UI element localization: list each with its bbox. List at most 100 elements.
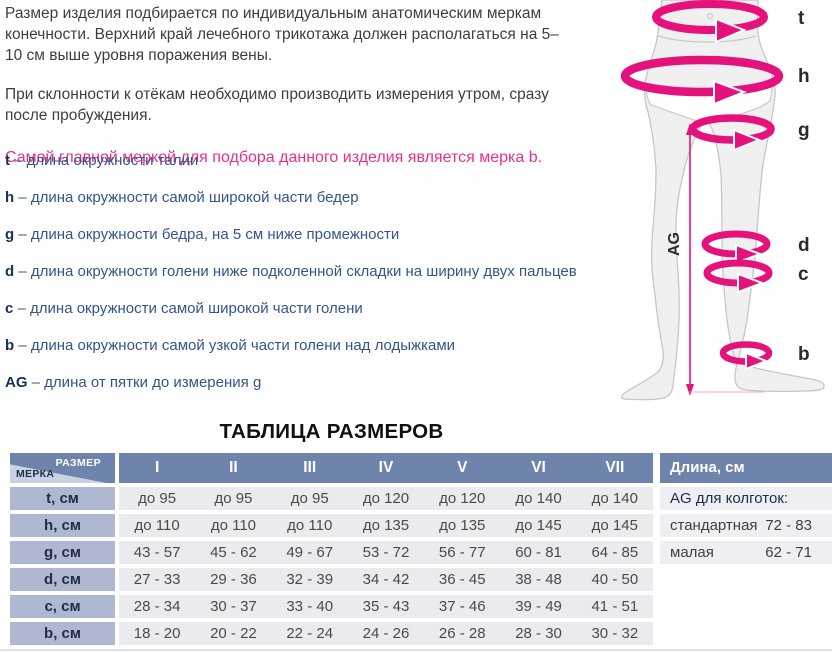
bottom-divider [0, 649, 832, 651]
table-cell: до 120 [362, 490, 410, 507]
diagram-label-d: d [798, 235, 810, 256]
measure-arrow-h [620, 55, 784, 106]
row-label: d, см [10, 568, 115, 591]
table-cell: 26 - 28 [438, 625, 486, 642]
column-header-1: I [154, 459, 160, 476]
measurement-key: t [5, 152, 10, 169]
column-header-3: III [303, 459, 317, 476]
table-row-d: d, см 27 - 33 29 - 36 32 - 39 34 - 42 36… [10, 568, 653, 591]
diagram-label-g: g [798, 120, 810, 141]
measurement-desc: – длина окружности самой широкой части г… [17, 300, 363, 317]
table-cell: 60 - 81 [515, 544, 562, 561]
measurement-desc: – длина окружности талии [14, 152, 199, 169]
diagram-label-b: b [798, 344, 810, 365]
measure-arrow-t [652, 0, 768, 44]
length-panel-subtitle: AG для колготок: [660, 487, 832, 510]
column-header-7: VII [605, 459, 625, 476]
diagram-label-c: c [798, 264, 809, 285]
measurement-item-c: c – длина окружности самой широкой части… [5, 298, 605, 319]
row-label: g, см [10, 541, 115, 564]
ag-arrow-down-icon [686, 384, 694, 396]
column-header-6: VI [531, 459, 546, 476]
table-cell: до 140 [591, 490, 638, 507]
measurement-item-d: d – длина окружности голени ниже подколе… [5, 261, 605, 282]
table-cell: 53 - 72 [362, 544, 410, 561]
table-cell: 37 - 46 [438, 598, 486, 615]
measure-arrow-c [703, 259, 773, 294]
table-cell: до 110 [210, 517, 257, 534]
table-cell: до 145 [591, 517, 638, 534]
table-cell: 29 - 36 [210, 571, 257, 588]
column-header-4: IV [378, 459, 394, 476]
measurement-item-b: b – длина окружности самой узкой части г… [5, 335, 605, 356]
table-row-c: c, см 28 - 34 30 - 37 33 - 40 35 - 43 37… [10, 595, 653, 618]
table-cell: до 135 [439, 517, 486, 534]
measurement-item-ag: AG – длина от пятки до измерения g [5, 372, 605, 393]
table-cell: 64 - 85 [591, 544, 639, 561]
diagram-label-h: h [798, 66, 810, 87]
table-cell: до 140 [515, 490, 562, 507]
row-label: b, см [10, 622, 115, 645]
column-header-5: V [457, 459, 468, 476]
table-cell: 38 - 48 [515, 571, 562, 588]
measurement-key: h [5, 189, 15, 206]
measurement-key: c [5, 300, 14, 317]
table-cell: 39 - 49 [515, 598, 562, 615]
length-label: малая [670, 544, 714, 561]
measure-arrow-d [701, 230, 771, 265]
measurement-desc: – длина окружности голени ниже подколенн… [18, 263, 577, 280]
table-cell: 28 - 34 [133, 598, 181, 615]
table-cell: 33 - 40 [286, 598, 334, 615]
table-cell: 32 - 39 [286, 571, 334, 588]
measurement-desc: – длина от пятки до измерения g [31, 374, 262, 391]
intro-highlight: Самой главной меркой для подбора данного… [5, 149, 543, 166]
table-cell: 30 - 37 [210, 598, 257, 615]
row-label: c, см [10, 595, 115, 618]
row-cells: 27 - 33 29 - 36 32 - 39 34 - 42 36 - 45 … [119, 568, 653, 591]
table-cell: 41 - 51 [591, 598, 639, 615]
row-label: h, см [10, 514, 115, 537]
size-table-header: РАЗМЕР МЕРКА I II III IV V VI VII [10, 453, 653, 483]
measurement-desc: – длина окружности самой широкой части б… [18, 189, 359, 206]
table-row-b: b, см 18 - 20 20 - 22 22 - 24 24 - 26 26… [10, 622, 653, 645]
measurement-key: AG [5, 374, 28, 391]
table-cell: 30 - 32 [591, 625, 639, 642]
table-corner-cell: РАЗМЕР МЕРКА [10, 453, 115, 483]
table-cell: 22 - 24 [286, 625, 334, 642]
column-header-2: II [229, 459, 238, 476]
table-cell: до 110 [287, 517, 333, 534]
measure-arrow-g [689, 114, 775, 152]
measurement-item-t: t – длина окружности талии [5, 150, 605, 171]
table-cell: до 95 [214, 490, 253, 507]
table-cell: 43 - 57 [133, 544, 181, 561]
intro-block: Размер изделия подбирается по индивидуал… [5, 3, 571, 168]
table-cell: 28 - 30 [515, 625, 562, 642]
row-cells: 18 - 20 20 - 22 22 - 24 24 - 26 26 - 28 … [119, 622, 653, 645]
body-measurement-diagram: AG t h g d c b [620, 0, 825, 401]
table-cell: 56 - 77 [438, 544, 486, 561]
intro-paragraph-2: При склонности к отёкам необходимо произ… [5, 86, 549, 124]
table-cell: 35 - 43 [362, 598, 410, 615]
table-row-g: g, см 43 - 57 45 - 62 49 - 67 53 - 72 56… [10, 541, 653, 564]
row-label: t, см [10, 487, 115, 510]
measurement-key: d [5, 263, 15, 280]
measurement-item-g: g – длина окружности бедра, на 5 см ниже… [5, 224, 605, 245]
measurement-key: b [5, 337, 15, 354]
table-cell: 36 - 45 [438, 571, 486, 588]
length-panel-header: Длина, см [660, 453, 832, 483]
row-cells: до 110 до 110 до 110 до 135 до 135 до 14… [119, 514, 653, 537]
diagram-label-t: t [798, 8, 805, 29]
row-cells: 43 - 57 45 - 62 49 - 67 53 - 72 56 - 77 … [119, 541, 653, 564]
corner-label-size: РАЗМЕР [55, 457, 101, 469]
table-cell: 49 - 67 [286, 544, 334, 561]
table-cell: 27 - 33 [133, 571, 181, 588]
table-cell: 18 - 20 [133, 625, 181, 642]
length-panel-row-small: малая 62 - 71 [660, 541, 832, 564]
size-table-title: ТАБЛИЦА РАЗМЕРОВ [219, 420, 444, 443]
row-cells: 28 - 34 30 - 37 33 - 40 35 - 43 37 - 46 … [119, 595, 653, 618]
intro-paragraph-1: Размер изделия подбирается по индивидуал… [5, 5, 559, 64]
table-cell: до 145 [515, 517, 562, 534]
table-cell: 45 - 62 [210, 544, 257, 561]
table-cell: 24 - 26 [362, 625, 410, 642]
